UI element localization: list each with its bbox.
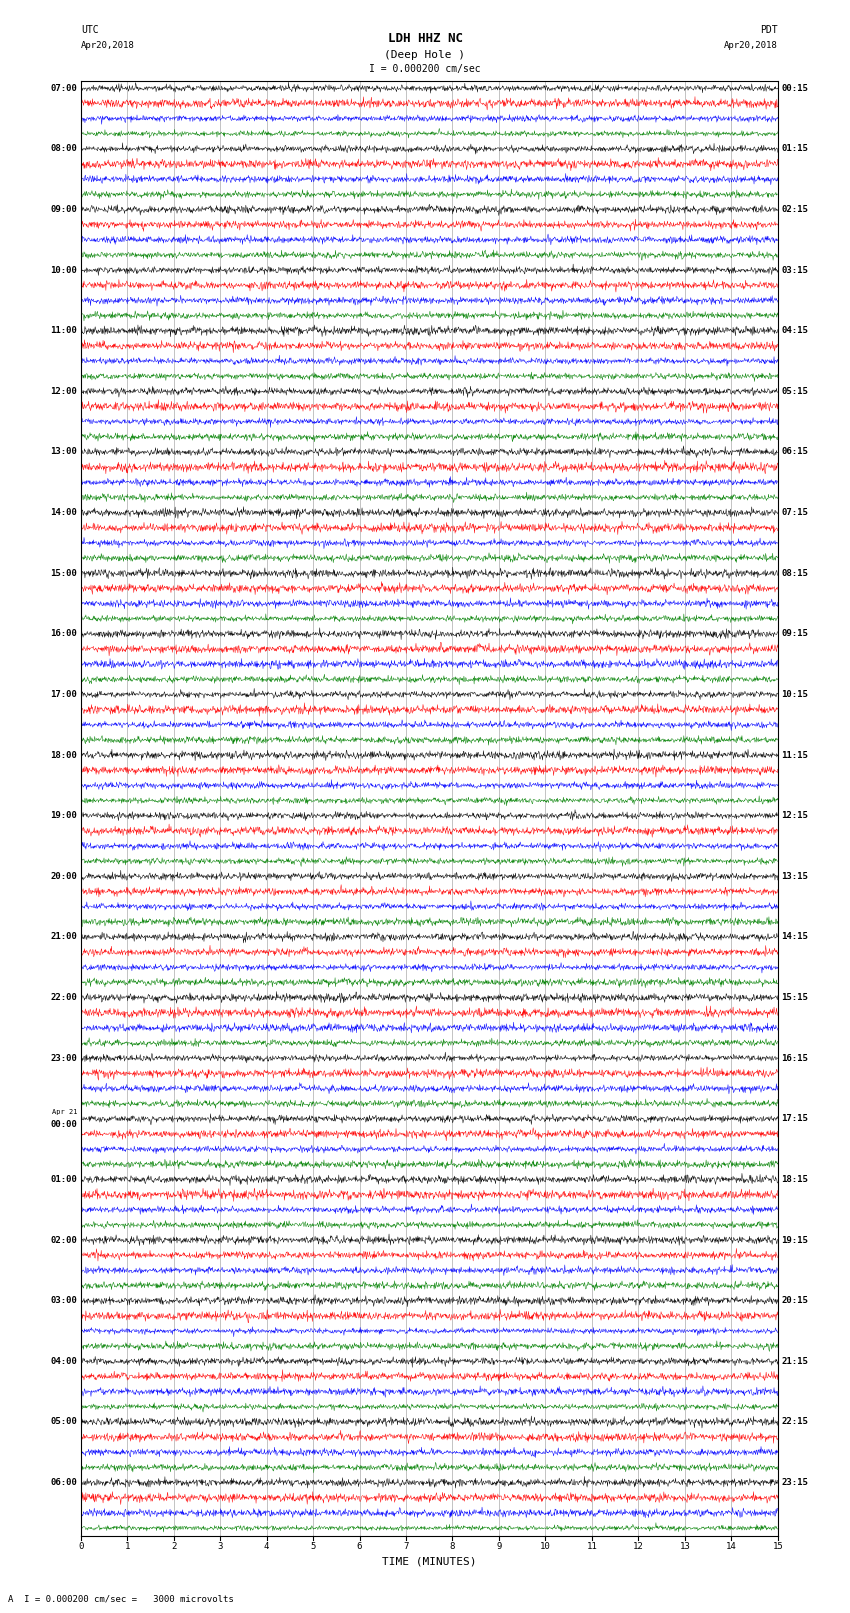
Text: 10: 10 — [540, 1542, 551, 1552]
Text: 04:00: 04:00 — [50, 1357, 77, 1366]
Text: LDH HHZ NC: LDH HHZ NC — [388, 32, 462, 45]
Text: 03:00: 03:00 — [50, 1297, 77, 1305]
Text: 09:15: 09:15 — [781, 629, 808, 639]
Text: 08:15: 08:15 — [781, 569, 808, 577]
Text: 6: 6 — [357, 1542, 362, 1552]
Text: 11:15: 11:15 — [781, 750, 808, 760]
Text: PDT: PDT — [760, 26, 778, 35]
Text: 21:15: 21:15 — [781, 1357, 808, 1366]
Text: 01:15: 01:15 — [781, 144, 808, 153]
Text: 23:00: 23:00 — [50, 1053, 77, 1063]
Text: 22:00: 22:00 — [50, 994, 77, 1002]
Text: 10:00: 10:00 — [50, 266, 77, 274]
Text: 10:15: 10:15 — [781, 690, 808, 698]
Text: 0: 0 — [78, 1542, 83, 1552]
Text: 8: 8 — [450, 1542, 455, 1552]
Text: 12:00: 12:00 — [50, 387, 77, 395]
Text: A  I = 0.000200 cm/sec =   3000 microvolts: A I = 0.000200 cm/sec = 3000 microvolts — [8, 1594, 235, 1603]
Text: 01:00: 01:00 — [50, 1174, 77, 1184]
Text: 14:00: 14:00 — [50, 508, 77, 518]
Text: 18:15: 18:15 — [781, 1174, 808, 1184]
Text: 02:15: 02:15 — [781, 205, 808, 215]
Text: Apr20,2018: Apr20,2018 — [81, 40, 134, 50]
Text: 4: 4 — [264, 1542, 269, 1552]
Text: 20:15: 20:15 — [781, 1297, 808, 1305]
Text: 22:15: 22:15 — [781, 1418, 808, 1426]
Text: 19:00: 19:00 — [50, 811, 77, 819]
Text: 17:00: 17:00 — [50, 690, 77, 698]
Text: 19:15: 19:15 — [781, 1236, 808, 1245]
Text: 7: 7 — [404, 1542, 409, 1552]
Text: 14: 14 — [726, 1542, 737, 1552]
Text: 11:00: 11:00 — [50, 326, 77, 336]
Text: 00:15: 00:15 — [781, 84, 808, 92]
Text: 09:00: 09:00 — [50, 205, 77, 215]
Text: 06:00: 06:00 — [50, 1478, 77, 1487]
Text: 15: 15 — [773, 1542, 783, 1552]
Text: (Deep Hole ): (Deep Hole ) — [384, 50, 466, 60]
Text: 15:15: 15:15 — [781, 994, 808, 1002]
Text: 08:00: 08:00 — [50, 144, 77, 153]
Text: 03:15: 03:15 — [781, 266, 808, 274]
Text: 02:00: 02:00 — [50, 1236, 77, 1245]
Text: 18:00: 18:00 — [50, 750, 77, 760]
Text: 12: 12 — [633, 1542, 643, 1552]
Text: 05:00: 05:00 — [50, 1418, 77, 1426]
Text: 2: 2 — [171, 1542, 176, 1552]
Text: 16:15: 16:15 — [781, 1053, 808, 1063]
Text: I = 0.000200 cm/sec: I = 0.000200 cm/sec — [369, 65, 481, 74]
Text: Apr20,2018: Apr20,2018 — [724, 40, 778, 50]
Text: 06:15: 06:15 — [781, 447, 808, 456]
Text: TIME (MINUTES): TIME (MINUTES) — [382, 1557, 477, 1566]
Text: Apr 21: Apr 21 — [52, 1108, 77, 1115]
Text: 17:15: 17:15 — [781, 1115, 808, 1123]
Text: 13: 13 — [679, 1542, 690, 1552]
Text: 05:15: 05:15 — [781, 387, 808, 395]
Text: 13:00: 13:00 — [50, 447, 77, 456]
Text: 07:00: 07:00 — [50, 84, 77, 92]
Text: 16:00: 16:00 — [50, 629, 77, 639]
Text: 23:15: 23:15 — [781, 1478, 808, 1487]
Text: 12:15: 12:15 — [781, 811, 808, 819]
Text: 00:00: 00:00 — [50, 1119, 77, 1129]
Text: 3: 3 — [218, 1542, 223, 1552]
Text: UTC: UTC — [81, 26, 99, 35]
Text: 15:00: 15:00 — [50, 569, 77, 577]
Text: 21:00: 21:00 — [50, 932, 77, 942]
Text: 04:15: 04:15 — [781, 326, 808, 336]
Text: 9: 9 — [496, 1542, 502, 1552]
Text: 20:00: 20:00 — [50, 871, 77, 881]
Text: 5: 5 — [310, 1542, 315, 1552]
Text: 11: 11 — [586, 1542, 598, 1552]
Text: 13:15: 13:15 — [781, 871, 808, 881]
Text: 07:15: 07:15 — [781, 508, 808, 518]
Text: 1: 1 — [125, 1542, 130, 1552]
Text: 14:15: 14:15 — [781, 932, 808, 942]
